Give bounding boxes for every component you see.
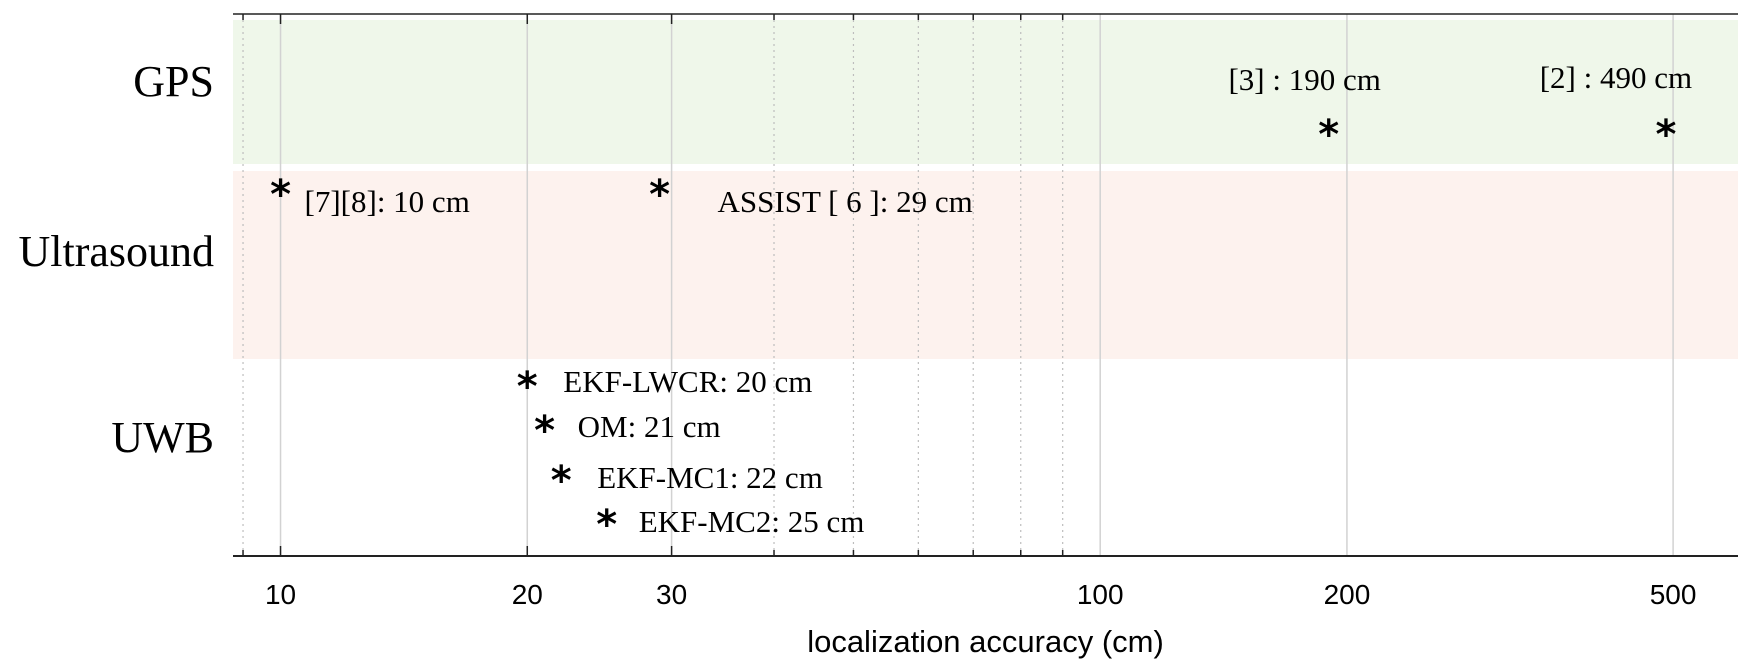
point-marker: *	[649, 172, 670, 218]
x-tick-label: 20	[512, 579, 543, 610]
point-marker: *	[596, 502, 617, 548]
point-marker: *	[551, 458, 572, 504]
band-gps	[233, 20, 1738, 164]
x-tick-label: 200	[1324, 579, 1371, 610]
point-marker: *	[1318, 112, 1339, 158]
category-label-gps: GPS	[133, 57, 214, 106]
point-marker: *	[270, 172, 291, 218]
point-marker: *	[517, 364, 538, 410]
category-label-uwb: UWB	[111, 413, 214, 462]
point-label: OM: 21 cm	[578, 409, 721, 444]
point-marker: *	[1655, 112, 1676, 158]
point-label: [2] : 490 cm	[1540, 60, 1692, 95]
x-tick-label: 10	[265, 579, 296, 610]
point-marker: *	[534, 408, 555, 454]
point-label: ASSIST [ 6 ]: 29 cm	[718, 184, 973, 219]
point-label: EKF-MC1: 22 cm	[597, 460, 823, 495]
point-label: EKF-LWCR: 20 cm	[563, 364, 812, 399]
x-axis-title: localization accuracy (cm)	[807, 624, 1164, 659]
point-label: [3] : 190 cm	[1228, 62, 1380, 97]
point-label: [7][8]: 10 cm	[305, 184, 470, 219]
category-label-ultrasound: Ultrasound	[18, 227, 214, 276]
point-label: EKF-MC2: 25 cm	[639, 504, 865, 539]
x-tick-label: 100	[1077, 579, 1124, 610]
x-tick-label: 30	[656, 579, 687, 610]
band-ultrasound	[233, 171, 1738, 359]
x-tick-label: 500	[1650, 579, 1697, 610]
